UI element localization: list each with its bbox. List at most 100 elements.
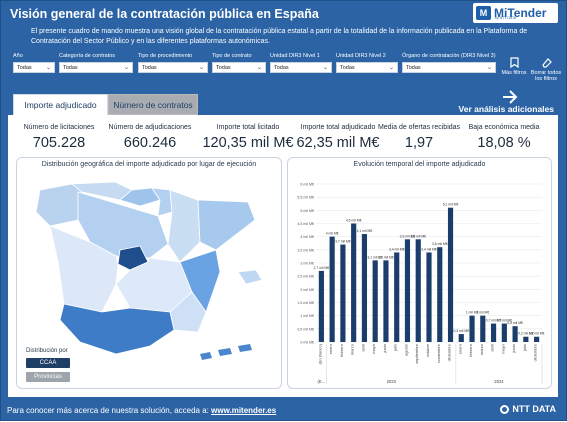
kpi-label: Baja económica media [468,124,540,131]
x-group-label: 2023 [387,379,397,384]
bar [318,270,324,342]
x-tick-label: (En blanco) [317,343,322,364]
y-tick-label: 2,5 mil M€ [297,275,314,279]
arrow-right-icon[interactable] [502,90,518,104]
region-aragon [167,189,201,263]
x-tick-label: agosto [403,343,408,356]
filter-category[interactable]: Categoría de contratos Todas ⌄ [59,53,133,73]
filter-value: Todas [63,64,78,71]
kpi-label: Media de ofertas recibidas [377,124,461,131]
clear-filters-button[interactable]: Borrar todos los filtros [530,57,562,82]
kpi-label: Importe total adjudicado [300,124,376,131]
logo-sub: by NTT DATA [495,16,517,20]
filter-dir3-level2[interactable]: Unidad DIR3 Nivel 2 Todas ⌄ [336,53,398,73]
filter-select[interactable]: Todas ⌄ [13,62,55,73]
filter-dir3-level1[interactable]: Unidad DIR3 Nivel 1 Todas ⌄ [270,53,332,73]
legend-ccaa-button[interactable]: CCAA [26,358,70,368]
footer-text: Para conocer más acerca de nuestra soluc… [7,405,209,415]
bar-data-label: 0,2 mil M€ [518,332,534,336]
bar-data-label: 1 mil M€ [466,311,479,315]
bar [458,334,464,342]
tab-importe-adjudicado[interactable]: Importe adjudicado [13,94,108,115]
filter-select[interactable]: Todas ⌄ [59,62,133,73]
y-tick-label: 2 mil M€ [300,288,314,292]
bar [534,336,540,342]
x-tick-label: abril [360,344,365,352]
filter-procedure[interactable]: Tipo de procedimiento Todas ⌄ [138,53,208,73]
filter-label: Tipo de contrato [212,53,252,59]
chart-title: Evolución temporal del importe adjudicad… [353,161,486,168]
kpi-licitaciones: Número de licitaciones 705.228 [10,124,108,151]
bar [351,223,357,342]
y-tick-label: 4 mil M€ [300,235,314,239]
bar-data-label: 4,5 mil M€ [346,219,362,223]
x-tick-label: octubre [425,343,430,357]
x-tick-label: marzo [479,343,484,355]
y-tick-label: 3 mil M€ [300,262,314,266]
filter-value: Todas [17,64,32,71]
tab-numero-contratos[interactable]: Número de contratos [108,94,198,115]
mitender-logo[interactable]: M MiTender by NTT DATA [473,3,558,23]
y-tick-label: 0 mil M€ [300,341,314,345]
x-tick-label: abril [490,344,495,352]
x-tick-label: febrero [468,343,473,356]
more-analysis-link[interactable]: Ver análisis adicionales [458,104,554,114]
filter-value: Todas [216,64,231,71]
ntt-data-logo: NTT DATA [500,404,556,414]
bookmark-icon [509,57,519,68]
filter-select[interactable]: Todas ⌄ [212,62,266,73]
x-tick-label: junio [382,343,387,353]
kpi-value: 705.228 [32,135,86,151]
bar-data-label: 4,1 mil M€ [357,229,373,233]
map-card: Distribución geográfica del importe adju… [16,157,282,389]
logo-name: MiTender [494,6,547,20]
y-tick-label: 3,5 mil M€ [297,248,314,252]
region-valencia [179,249,221,313]
filter-contract-type[interactable]: Tipo de contrato Todas ⌄ [212,53,266,73]
chevron-down-icon: ⌄ [123,65,129,71]
map-title: Distribución geográfica del importe adju… [41,161,257,168]
bar-data-label: 3,6 mil M€ [432,242,448,246]
region-canarias [200,344,252,360]
filter-year[interactable]: Año Todas ⌄ [13,53,55,73]
kpi-label: Importe total licitado [216,124,280,131]
y-tick-label: 1,5 mil M€ [297,301,314,305]
chevron-down-icon: ⌄ [322,65,328,71]
mitender-logo-icon: M [476,6,491,20]
legend-provincias-button[interactable]: Provincias [26,372,70,382]
region-cataluna [197,199,256,251]
bar [523,336,529,342]
eraser-icon [541,58,552,68]
bar [372,260,378,342]
bar [404,239,411,342]
kpi-value: 1,97 [404,135,434,151]
filter-select[interactable]: Todas ⌄ [270,62,332,73]
region-galicia [35,183,83,227]
x-group-label: 2024 [494,379,504,384]
bar-data-label: 3,1 mil M€ [378,255,394,259]
filter-select[interactable]: Todas ⌄ [336,62,398,73]
filter-label: Año [13,53,23,59]
filter-select[interactable]: Todas ⌄ [138,62,208,73]
clear-filters-label-2: los filtros [535,76,557,82]
filter-contracting-body[interactable]: Órgano de contratación (DIR3 Nivel 3) To… [402,53,496,73]
bar [490,323,497,342]
x-tick-label: enero [457,343,462,354]
x-tick-label: septiembre [414,343,419,364]
bar [480,315,486,342]
x-group-label: (E... [318,379,326,384]
x-tick-label: julio [393,343,398,352]
filter-value: Todas [406,64,421,71]
filter-select[interactable]: Todas ⌄ [402,62,496,73]
bar-data-label: 3,9 mil M€ [400,234,416,238]
more-filters-button[interactable]: Más filtros [499,57,529,76]
footer-link[interactable]: www.mitender.es [211,405,277,415]
region-andalucia [59,303,175,355]
chevron-down-icon: ⌄ [388,65,394,71]
spain-map[interactable] [20,172,280,372]
x-tick-label: febrero [339,343,344,356]
x-tick-label: diciembre [447,343,452,361]
x-tick-label: diciembre [533,343,538,361]
region-baleares [237,269,263,285]
bar [340,244,346,342]
